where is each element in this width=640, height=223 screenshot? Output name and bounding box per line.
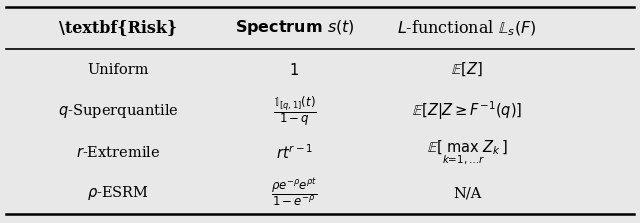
Text: $q$-Superquantile: $q$-Superquantile	[58, 102, 179, 120]
Text: Uniform: Uniform	[88, 63, 149, 77]
Text: $\rho$-ESRM: $\rho$-ESRM	[87, 184, 150, 202]
Text: $L$-functional $\mathbb{L}_s(F)$: $L$-functional $\mathbb{L}_s(F)$	[397, 18, 537, 37]
Text: $\mathbb{E}[\max_{k=1,\ldots r} Z_k]$: $\mathbb{E}[\max_{k=1,\ldots r} Z_k]$	[427, 138, 508, 166]
Text: $r$-Extremile: $r$-Extremile	[76, 145, 161, 160]
Text: $1$: $1$	[289, 62, 300, 78]
Text: $rt^{r-1}$: $rt^{r-1}$	[276, 143, 313, 161]
Text: N/A: N/A	[453, 186, 481, 200]
Text: $\mathbb{E}[Z]$: $\mathbb{E}[Z]$	[451, 61, 483, 78]
Text: \textbf{Risk}: \textbf{Risk}	[60, 19, 177, 36]
Text: $\mathbf{Spectrum}$ $s(t)$: $\mathbf{Spectrum}$ $s(t)$	[234, 18, 355, 37]
Text: $\dfrac{\mathbb{1}_{[q,1]}(t)}{1-q}$: $\dfrac{\mathbb{1}_{[q,1]}(t)}{1-q}$	[273, 94, 316, 128]
Text: $\dfrac{\rho e^{-\rho} e^{\rho t}}{1-e^{-\rho}}$: $\dfrac{\rho e^{-\rho} e^{\rho t}}{1-e^{…	[271, 178, 317, 209]
Text: $\mathbb{E}[Z|Z \geq F^{-1}(q)]$: $\mathbb{E}[Z|Z \geq F^{-1}(q)]$	[412, 100, 522, 122]
